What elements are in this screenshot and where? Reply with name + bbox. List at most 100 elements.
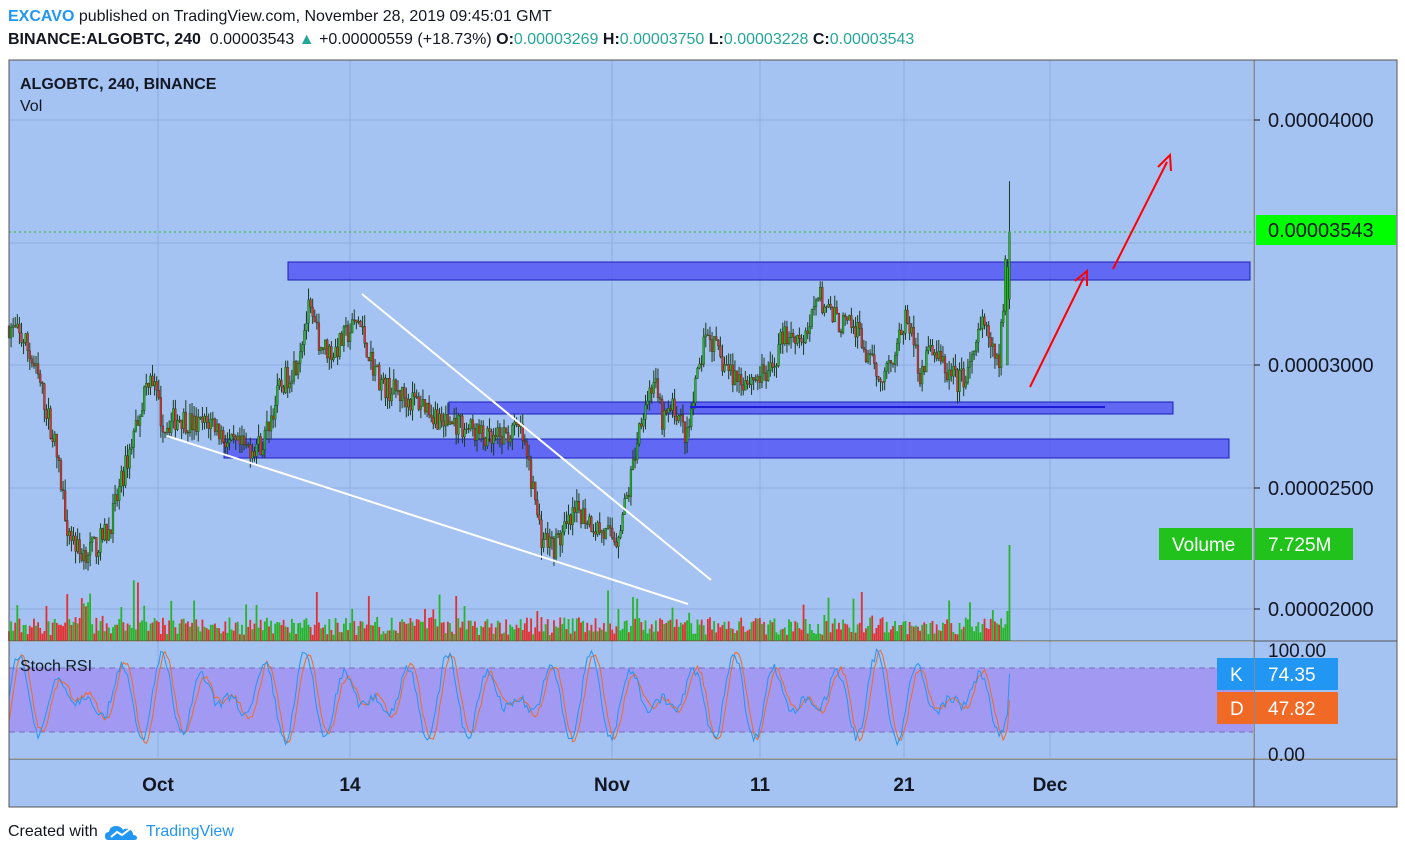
candle-body bbox=[361, 326, 364, 328]
candle-body bbox=[12, 325, 15, 328]
candle-body bbox=[904, 309, 907, 334]
candle-body bbox=[247, 444, 250, 446]
chart-title: ALGOBTC, 240, BINANCE bbox=[20, 76, 217, 93]
volume-bar bbox=[47, 621, 50, 641]
tradingview-brand[interactable]: TradingView bbox=[145, 823, 234, 840]
candle-body bbox=[837, 313, 841, 332]
candle-body bbox=[446, 413, 449, 425]
candle-body bbox=[130, 447, 133, 450]
candle-body bbox=[43, 383, 46, 411]
volume-bar bbox=[580, 622, 582, 641]
candle-body bbox=[823, 306, 826, 313]
volume-bar bbox=[960, 629, 963, 641]
volume-bar bbox=[682, 624, 684, 641]
support-zone-lower[interactable] bbox=[223, 438, 1230, 459]
volume-bar bbox=[721, 625, 724, 641]
volume-bar bbox=[236, 621, 239, 641]
author-name[interactable]: EXCAVO bbox=[8, 8, 75, 25]
candle-body bbox=[787, 337, 791, 345]
volume-bar bbox=[939, 630, 942, 641]
candle-body bbox=[625, 495, 628, 499]
candle-body bbox=[195, 415, 198, 432]
volume-bar bbox=[87, 602, 89, 641]
volume-bar bbox=[779, 629, 782, 641]
candle-body bbox=[269, 415, 273, 432]
arrow-2-shaft[interactable] bbox=[1112, 161, 1168, 270]
candle-body bbox=[827, 303, 830, 308]
volume-bar bbox=[573, 631, 576, 641]
volume-bar bbox=[756, 618, 759, 641]
volume-bar bbox=[334, 618, 337, 641]
price-pane[interactable] bbox=[9, 60, 1253, 641]
candle-body bbox=[910, 327, 913, 334]
volume-bar bbox=[259, 619, 262, 641]
volume-bar bbox=[613, 633, 616, 641]
candle-body bbox=[53, 433, 56, 442]
candle-body bbox=[475, 424, 479, 441]
volume-bar bbox=[182, 618, 185, 641]
candle-body bbox=[1004, 258, 1007, 312]
candle-body bbox=[297, 363, 300, 375]
volume-bar bbox=[890, 629, 892, 641]
candle-body bbox=[45, 409, 48, 419]
price-axis-bg[interactable] bbox=[1254, 60, 1397, 758]
volume-bar bbox=[842, 619, 844, 641]
volume-bar bbox=[43, 631, 46, 641]
candle-body bbox=[604, 528, 608, 539]
candle-body bbox=[748, 383, 751, 386]
arrow-1-shaft[interactable] bbox=[1029, 276, 1085, 388]
volume-bar bbox=[440, 622, 443, 641]
wedge-upper-line[interactable] bbox=[361, 293, 712, 581]
volume-bar bbox=[199, 631, 202, 641]
candle-body bbox=[430, 414, 433, 418]
candle-body bbox=[259, 436, 262, 456]
volume-bar bbox=[734, 633, 736, 641]
candle-body bbox=[939, 350, 942, 362]
volume-bar bbox=[422, 621, 424, 641]
volume-bar bbox=[118, 619, 121, 641]
candle-body bbox=[1008, 231, 1011, 300]
candle-body bbox=[9, 326, 13, 339]
volume-bar bbox=[711, 629, 713, 641]
volume-bar bbox=[484, 621, 487, 641]
volume-bar bbox=[401, 619, 404, 641]
time-axis-bg[interactable] bbox=[9, 759, 1397, 807]
candle-body bbox=[860, 328, 863, 348]
volume-bar bbox=[432, 609, 435, 641]
volume-bar bbox=[813, 633, 815, 641]
volume-bar bbox=[898, 625, 901, 641]
candle-body bbox=[172, 408, 175, 422]
candle-body bbox=[536, 499, 539, 516]
candle-body bbox=[615, 541, 618, 547]
volume-bar bbox=[230, 629, 233, 641]
candle-body bbox=[973, 350, 976, 355]
candle-body bbox=[226, 442, 229, 448]
wedge-lower-line[interactable] bbox=[166, 435, 689, 605]
chart-border bbox=[8, 59, 1398, 808]
volume-bar bbox=[415, 619, 418, 641]
volume-bar bbox=[904, 621, 907, 641]
candle-body bbox=[126, 455, 129, 469]
volume-bar bbox=[744, 631, 747, 641]
volume-bar bbox=[829, 632, 832, 641]
candle-body bbox=[789, 333, 793, 338]
volume-bar bbox=[777, 634, 780, 641]
volume-bar bbox=[203, 626, 206, 641]
volume-bar bbox=[340, 632, 343, 641]
volume-bar bbox=[318, 622, 320, 641]
volume-bar bbox=[800, 629, 803, 641]
resistance-zone[interactable] bbox=[287, 261, 1251, 281]
volume-bar bbox=[392, 630, 395, 641]
d-tag-label: D bbox=[1230, 699, 1244, 720]
candle-body bbox=[488, 428, 491, 432]
volume-bar bbox=[966, 619, 969, 641]
volume-bar bbox=[409, 618, 412, 641]
volume-bar bbox=[575, 618, 578, 641]
candle-body bbox=[284, 367, 287, 393]
candle-body bbox=[644, 404, 647, 420]
candle-body bbox=[704, 334, 707, 338]
volume-bar bbox=[349, 622, 352, 641]
candle-body bbox=[883, 370, 886, 383]
candle-body bbox=[750, 377, 753, 385]
